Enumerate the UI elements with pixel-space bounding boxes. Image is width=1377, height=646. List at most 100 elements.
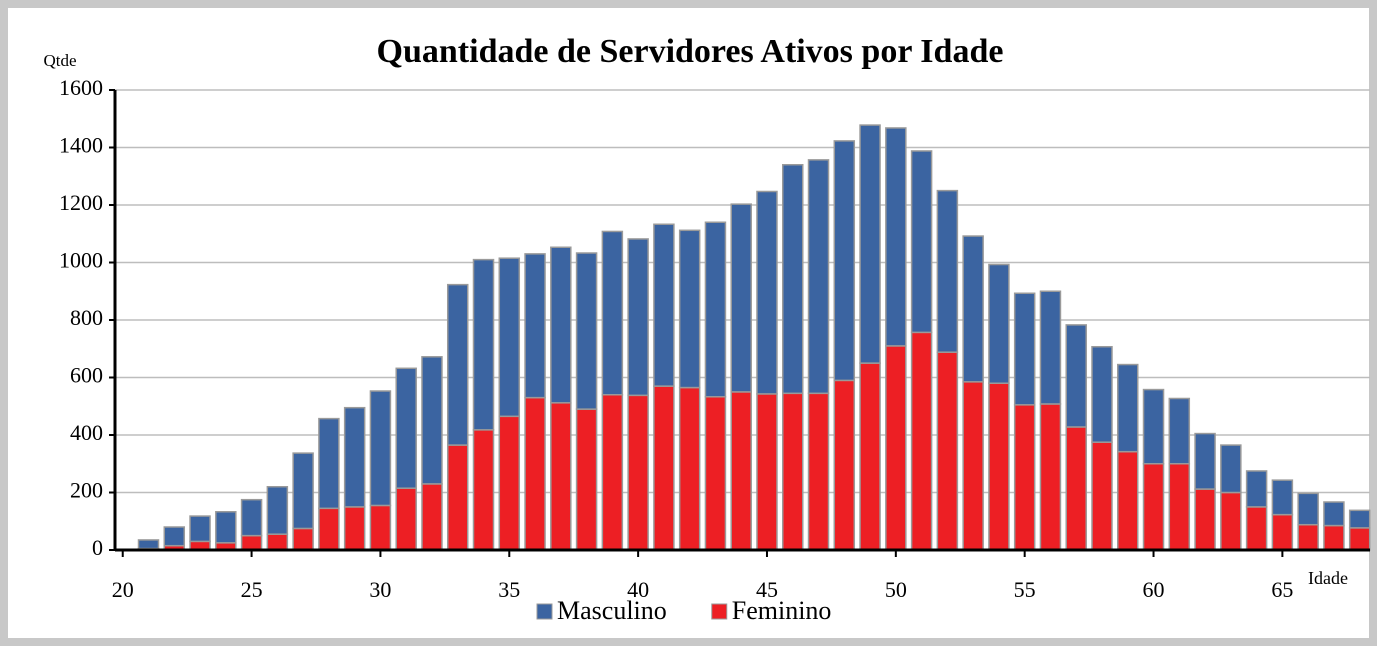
legend-label: Feminino — [732, 596, 832, 625]
bar-segment — [1168, 397, 1191, 465]
legend-label: Masculino — [557, 596, 667, 625]
bar-segment — [782, 392, 804, 551]
x-tick-label: 65 — [1271, 577, 1293, 602]
bar-segment — [1348, 527, 1371, 551]
bar-segment — [730, 391, 752, 551]
bar-segment — [1194, 432, 1216, 490]
x-axis-label: Idade — [1308, 568, 1348, 588]
bar-segment — [343, 406, 366, 508]
bar-segment — [292, 527, 314, 551]
bar-segment — [137, 539, 160, 550]
bar-segment — [395, 367, 417, 489]
bar-segment — [1168, 463, 1191, 551]
bar-segment — [988, 263, 1010, 385]
bar-segment — [1142, 388, 1165, 465]
x-tick-label: 35 — [498, 577, 520, 602]
bar-segment — [343, 506, 366, 551]
bar-segment — [421, 356, 443, 485]
bar-segment — [240, 498, 263, 537]
bar-segment — [472, 258, 495, 431]
bar-segment — [550, 246, 572, 404]
y-tick-label: 800 — [70, 305, 103, 330]
bar-segment — [678, 386, 701, 551]
bar-segment — [730, 203, 752, 393]
bar-segment — [936, 189, 959, 353]
y-tick-label: 200 — [70, 478, 103, 503]
bar-segment — [266, 486, 289, 535]
bar-segment — [266, 533, 289, 551]
bar-segment — [575, 252, 598, 410]
bar-segment — [988, 382, 1010, 551]
chart-title: Quantidade de Servidores Ativos por Idad… — [377, 33, 1004, 70]
bar-segment — [446, 283, 469, 446]
bar-segment — [369, 390, 392, 507]
bar-segment — [859, 124, 881, 364]
bar-segment — [1297, 492, 1319, 526]
bar-segment — [498, 257, 521, 418]
bar-segment — [1117, 363, 1139, 453]
bar-segment — [369, 504, 392, 551]
y-tick-label: 1200 — [59, 190, 103, 215]
legend-swatch — [536, 603, 553, 620]
x-tick-label: 60 — [1143, 577, 1165, 602]
bar-segment — [885, 345, 907, 551]
bar-segment — [395, 487, 417, 551]
bar-segment — [1039, 290, 1062, 405]
bar-segment — [833, 140, 856, 382]
bar-segment — [1348, 509, 1371, 529]
bar-segment — [318, 507, 340, 551]
bar-segment — [524, 253, 546, 399]
legend-swatch — [711, 603, 728, 620]
bar-segment — [962, 381, 984, 551]
x-tick-label: 20 — [112, 577, 134, 602]
bar-segment — [524, 396, 546, 551]
bar-segment — [575, 408, 598, 551]
bar-segment — [601, 394, 624, 551]
x-tick-label: 25 — [241, 577, 263, 602]
bar-segment — [1013, 404, 1036, 551]
bar-segment — [240, 534, 263, 551]
x-tick-label: 55 — [1014, 577, 1036, 602]
bar-segment — [910, 150, 933, 334]
bar-segment — [627, 394, 649, 551]
bar-segment — [1142, 463, 1165, 551]
bar-segment — [318, 417, 340, 510]
bar-segment — [910, 331, 933, 551]
bar-segment — [885, 127, 907, 347]
bar-segment — [859, 362, 881, 551]
x-tick-label: 45 — [756, 577, 778, 602]
bar-segment — [1194, 488, 1216, 551]
bar-segment — [756, 190, 778, 395]
bar-segment — [1245, 506, 1268, 551]
x-tick-label: 50 — [885, 577, 907, 602]
y-tick-label: 1600 — [59, 75, 103, 100]
bar-segment — [1323, 501, 1345, 527]
bar-segment — [936, 351, 959, 551]
bar-segment — [704, 221, 727, 398]
y-axis-label: Qtde — [43, 51, 76, 70]
bar-segment — [653, 385, 675, 551]
bar-segment — [1245, 470, 1268, 508]
bar-segment — [446, 444, 469, 551]
bar-segment — [962, 235, 984, 383]
bar-segment — [807, 392, 830, 551]
bar-segment — [1091, 345, 1113, 443]
bar-segment — [550, 402, 572, 551]
bar-segment — [1039, 403, 1062, 551]
bar-segment — [498, 415, 521, 551]
bar-segment — [704, 396, 727, 551]
bar-segment — [1220, 444, 1242, 494]
bar-segment — [421, 483, 443, 551]
bar-segment — [1297, 523, 1319, 551]
x-tick-label: 40 — [627, 577, 649, 602]
bar-segment — [627, 238, 649, 397]
bar-segment — [1271, 513, 1294, 551]
bar-segment — [292, 452, 314, 530]
bar-segment — [1323, 524, 1345, 551]
bar-segment — [1065, 324, 1087, 428]
y-tick-label: 600 — [70, 363, 103, 388]
bar-segment — [1091, 441, 1113, 551]
bar-segment — [678, 229, 701, 389]
bar-segment — [1065, 426, 1087, 551]
y-tick-label: 1400 — [59, 133, 103, 158]
